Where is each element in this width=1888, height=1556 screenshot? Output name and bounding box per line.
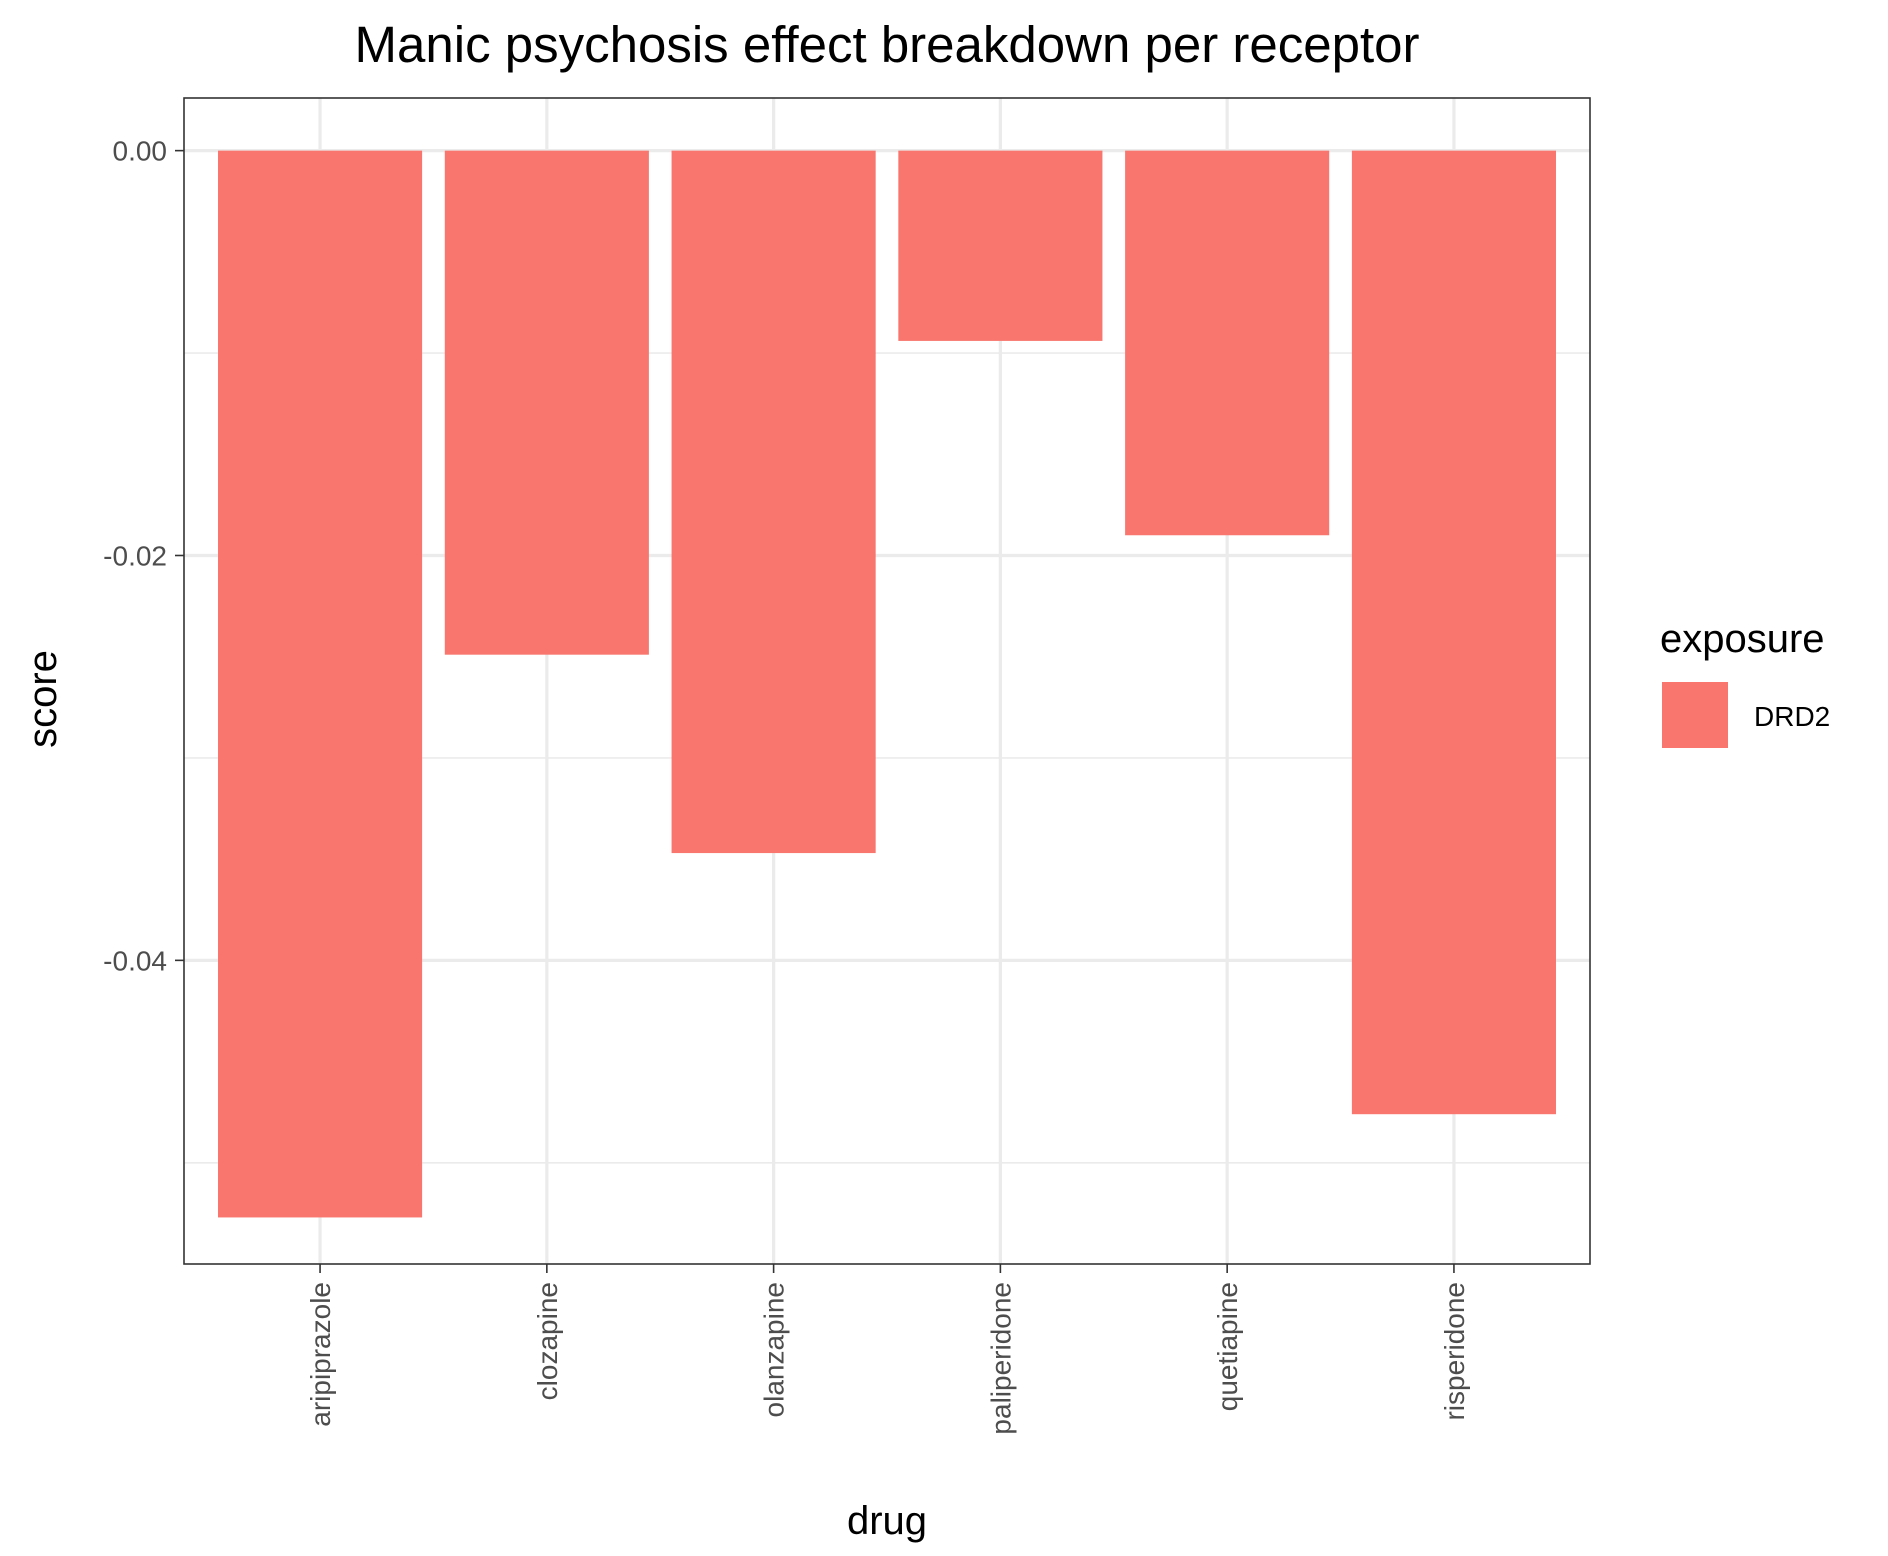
x-tick-label: olanzapine (759, 1282, 790, 1417)
bar-quetiapine (1125, 150, 1330, 536)
x-tick-label: quetiapine (1212, 1282, 1243, 1411)
y-axis-title: score (21, 650, 65, 748)
x-tick-label: aripiprazole (305, 1282, 336, 1427)
bar-olanzapine (671, 150, 876, 854)
x-axis-title: drug (847, 1499, 927, 1543)
x-tick-label: risperidone (1439, 1282, 1470, 1421)
legend: exposure DRD2 (1660, 617, 1830, 748)
legend-title: exposure (1660, 617, 1825, 661)
bar-paliperidone (898, 150, 1103, 341)
plot-panel (183, 97, 1591, 1265)
chart-title: Manic psychosis effect breakdown per rec… (355, 16, 1420, 73)
bar-risperidone (1351, 150, 1556, 1115)
x-tick-label: paliperidone (985, 1282, 1016, 1435)
legend-label-drd2: DRD2 (1754, 701, 1830, 732)
x-tick-label: clozapine (532, 1282, 563, 1400)
bar-clozapine (444, 150, 649, 655)
y-axis: 0.00 -0.02 -0.04 (103, 136, 184, 976)
y-tick-label: -0.04 (103, 945, 167, 976)
y-tick-label: -0.02 (103, 540, 167, 571)
bars (218, 150, 1556, 1218)
x-axis: aripiprazole clozapine olanzapine paliperid… (305, 1264, 1470, 1435)
legend-key-drd2 (1662, 682, 1728, 748)
y-tick-label: 0.00 (113, 136, 168, 167)
panel-border (183, 97, 1591, 1265)
bar-aripiprazole (218, 150, 423, 1218)
